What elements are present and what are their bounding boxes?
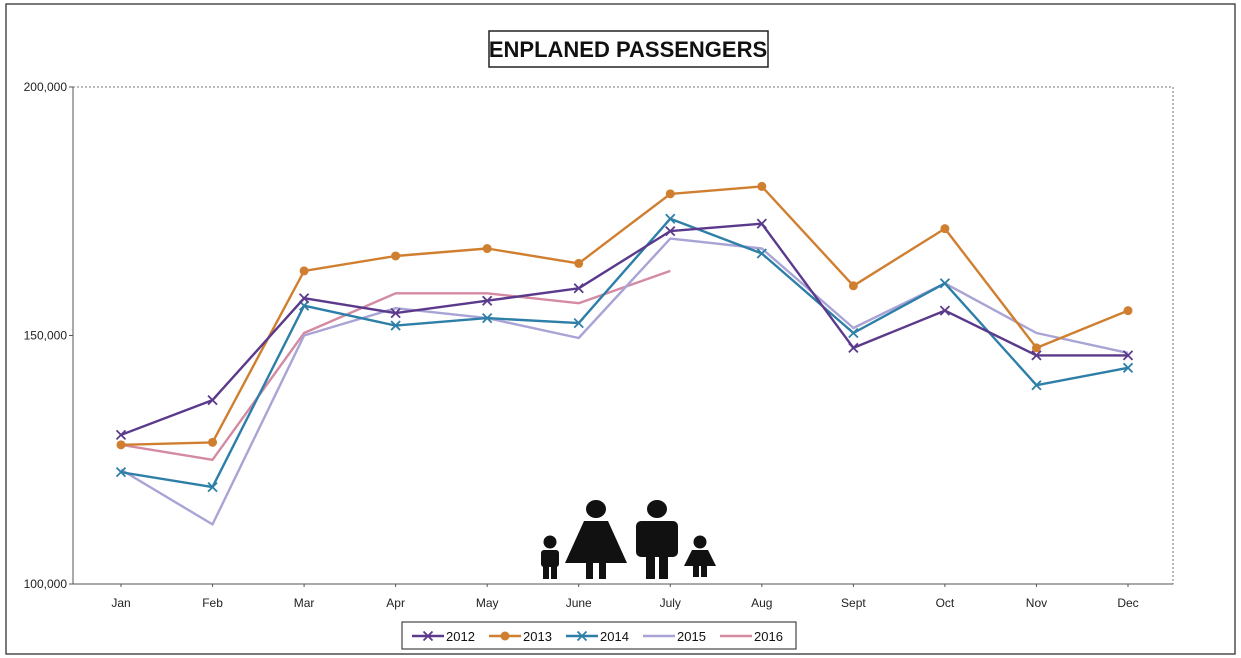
data-point-2012 — [1031, 350, 1042, 361]
legend-marker-2012 — [422, 630, 434, 642]
data-point-2013 — [208, 437, 218, 447]
series-line-2013 — [120, 185, 1129, 446]
data-point-2014 — [1031, 380, 1042, 391]
legend-marker-2014 — [576, 630, 588, 642]
data-point-2014 — [939, 278, 951, 289]
x-tick-label: Jan — [111, 596, 130, 610]
data-point-2012 — [665, 225, 676, 237]
child-figure-right — [684, 535, 716, 577]
y-tick-label: 100,000 — [24, 577, 68, 591]
x-tick-label: Oct — [936, 596, 955, 610]
child-figure-left — [541, 535, 559, 579]
data-point-2013 — [848, 281, 858, 291]
series-2016 — [120, 269, 671, 461]
data-point-2013 — [1031, 343, 1041, 353]
data-point-2013 — [116, 440, 126, 450]
data-point-2012 — [298, 293, 310, 304]
data-point-2012 — [939, 305, 951, 316]
data-point-2012 — [848, 342, 859, 354]
data-point-2014 — [665, 213, 676, 224]
series-layer — [115, 181, 1134, 526]
chart-title: ENPLANED PASSENGERS — [489, 37, 767, 62]
x-tick-label: Feb — [202, 596, 223, 610]
x-tick-label: Mar — [294, 596, 315, 610]
series-2012 — [115, 218, 1134, 441]
legend-marker-2013 — [500, 631, 510, 641]
woman-figure — [565, 500, 627, 579]
legend-label: 2015 — [677, 629, 706, 644]
legend-item-2012: 2012 — [412, 629, 475, 644]
legend-item-2015: 2015 — [643, 629, 706, 644]
data-point-2013 — [665, 189, 675, 199]
x-tick-label: Apr — [386, 596, 405, 610]
legend-label: 2013 — [523, 629, 552, 644]
man-figure — [636, 500, 678, 579]
x-axis: Jan Feb Mar Apr May June July Aug Sept Oct Nov Dec — [111, 584, 1139, 610]
data-point-2012 — [573, 283, 584, 294]
series-line-2014 — [120, 217, 1129, 489]
series-2013 — [116, 181, 1133, 450]
data-point-2012 — [1122, 350, 1134, 361]
series-line-2012 — [120, 222, 1128, 437]
data-point-2014 — [207, 481, 218, 493]
x-tick-label: Nov — [1026, 596, 1047, 610]
family-pictogram — [541, 500, 716, 579]
y-axis: 100,000 150,000 200,000 — [24, 80, 1173, 591]
data-point-2013 — [299, 266, 309, 276]
data-point-2013 — [391, 251, 401, 261]
series-2014 — [115, 213, 1134, 493]
data-point-2014 — [848, 327, 859, 339]
data-point-2014 — [1122, 362, 1134, 373]
series-2015 — [120, 237, 1129, 526]
data-point-2014 — [573, 317, 584, 329]
y-tick-label: 200,000 — [24, 80, 68, 94]
data-point-2013 — [1123, 306, 1133, 316]
title-box — [488, 30, 769, 68]
data-point-2013 — [574, 258, 584, 268]
data-point-2013 — [940, 224, 950, 234]
x-tick-label: July — [660, 596, 681, 610]
data-point-2014 — [756, 248, 767, 259]
data-point-2012 — [207, 394, 218, 406]
legend-label: 2012 — [446, 629, 475, 644]
data-point-2012 — [482, 295, 493, 306]
y-tick-label: 150,000 — [24, 329, 68, 343]
data-point-2012 — [115, 429, 127, 441]
data-point-2013 — [757, 181, 767, 191]
data-point-2012 — [756, 218, 767, 229]
legend-item-2016: 2016 — [720, 629, 783, 644]
x-tick-label: June — [566, 596, 592, 610]
data-point-2014 — [390, 320, 401, 331]
x-tick-label: May — [476, 596, 499, 610]
x-tick-label: Aug — [751, 596, 772, 610]
legend: 2012 2013 2014 2015 2016 — [412, 629, 783, 644]
data-point-2014 — [482, 312, 493, 324]
data-point-2012 — [390, 307, 401, 319]
legend-item-2014: 2014 — [566, 629, 629, 644]
x-tick-label: Sept — [841, 596, 866, 610]
legend-label: 2016 — [754, 629, 783, 644]
series-line-2015 — [120, 237, 1129, 526]
legend-label: 2014 — [600, 629, 629, 644]
data-point-2014 — [115, 467, 127, 478]
series-line-2016 — [120, 269, 671, 461]
data-point-2013 — [482, 244, 492, 254]
legend-item-2013: 2013 — [489, 629, 552, 644]
x-tick-label: Dec — [1117, 596, 1138, 610]
